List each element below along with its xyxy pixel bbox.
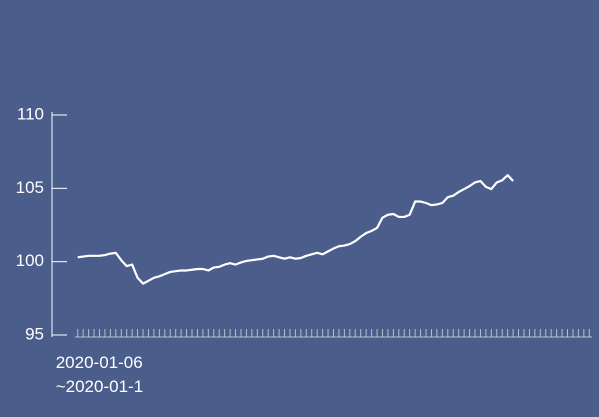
y-tick-label: 100	[16, 251, 44, 270]
y-tick-label: 105	[16, 178, 44, 197]
line-series	[77, 174, 514, 285]
y-tick-label: 95	[25, 324, 44, 343]
x-tick-label: 2020-01-06 ~2020-01-1	[55, 353, 144, 396]
y-tick-label: 110	[17, 104, 44, 123]
